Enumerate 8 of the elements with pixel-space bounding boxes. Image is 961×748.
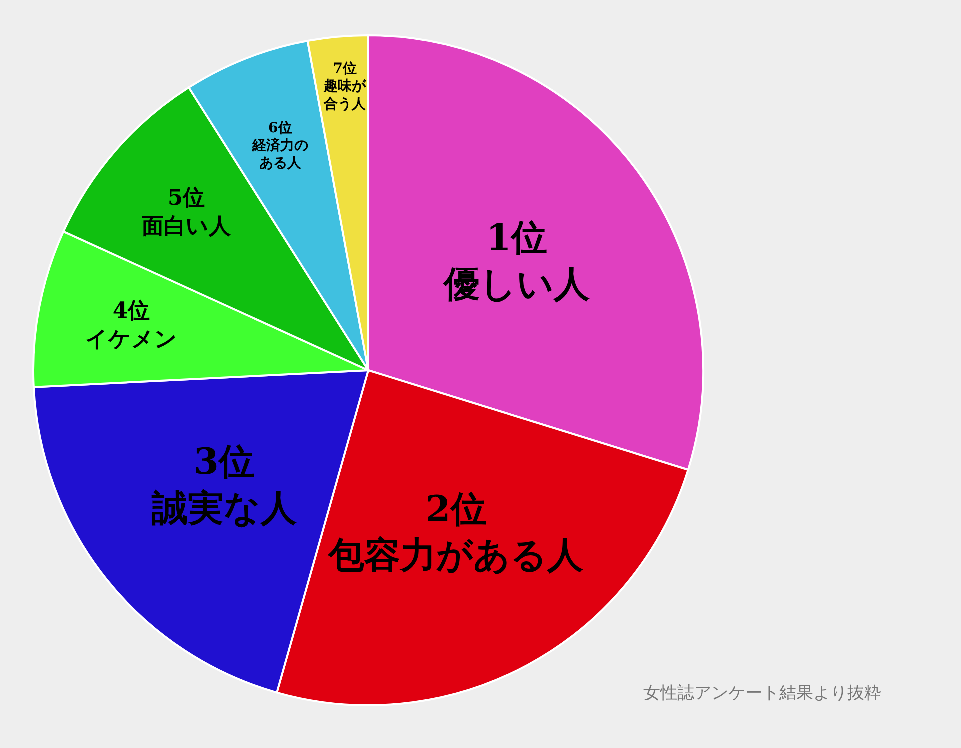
slice-label: 3位誠実な人 <box>150 441 297 530</box>
text: 女性誌アンケート結果より抜粋 <box>644 684 882 704</box>
slice-label: 6位経済力のある人 <box>251 120 308 172</box>
slice-label: 1位優しい人 <box>442 217 590 306</box>
slice-label: 2位包容力がある人 <box>328 488 584 577</box>
slice-label: 5位面白い人 <box>141 184 232 240</box>
slice-label: 4位イケメン <box>86 298 178 353</box>
slice-label: 7位趣味が合う人 <box>323 61 368 112</box>
